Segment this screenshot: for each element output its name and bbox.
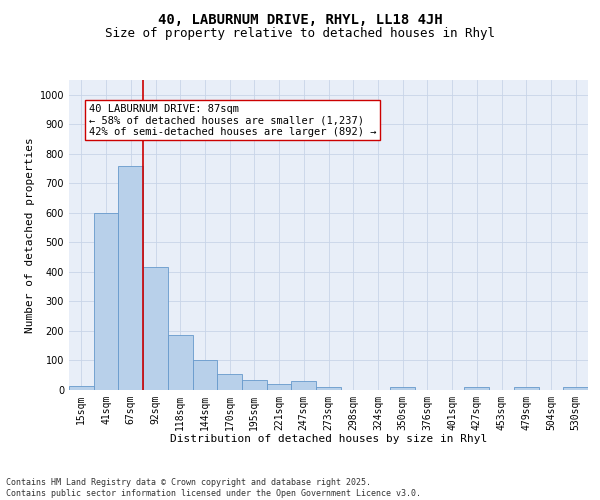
Bar xyxy=(390,387,415,390)
Text: 40, LABURNUM DRIVE, RHYL, LL18 4JH: 40, LABURNUM DRIVE, RHYL, LL18 4JH xyxy=(158,12,442,26)
Bar xyxy=(118,166,143,390)
Bar xyxy=(217,374,242,390)
Bar xyxy=(316,387,341,390)
Bar xyxy=(69,386,94,390)
Bar xyxy=(143,268,168,390)
Text: Size of property relative to detached houses in Rhyl: Size of property relative to detached ho… xyxy=(105,28,495,40)
Bar xyxy=(94,213,118,390)
Bar xyxy=(292,381,316,390)
Bar xyxy=(464,387,489,390)
X-axis label: Distribution of detached houses by size in Rhyl: Distribution of detached houses by size … xyxy=(170,434,487,444)
Text: Contains HM Land Registry data © Crown copyright and database right 2025.
Contai: Contains HM Land Registry data © Crown c… xyxy=(6,478,421,498)
Bar xyxy=(242,380,267,390)
Bar xyxy=(563,387,588,390)
Bar xyxy=(193,360,217,390)
Bar xyxy=(267,384,292,390)
Y-axis label: Number of detached properties: Number of detached properties xyxy=(25,137,35,333)
Bar xyxy=(168,336,193,390)
Text: 40 LABURNUM DRIVE: 87sqm
← 58% of detached houses are smaller (1,237)
42% of sem: 40 LABURNUM DRIVE: 87sqm ← 58% of detach… xyxy=(89,104,376,137)
Bar xyxy=(514,387,539,390)
